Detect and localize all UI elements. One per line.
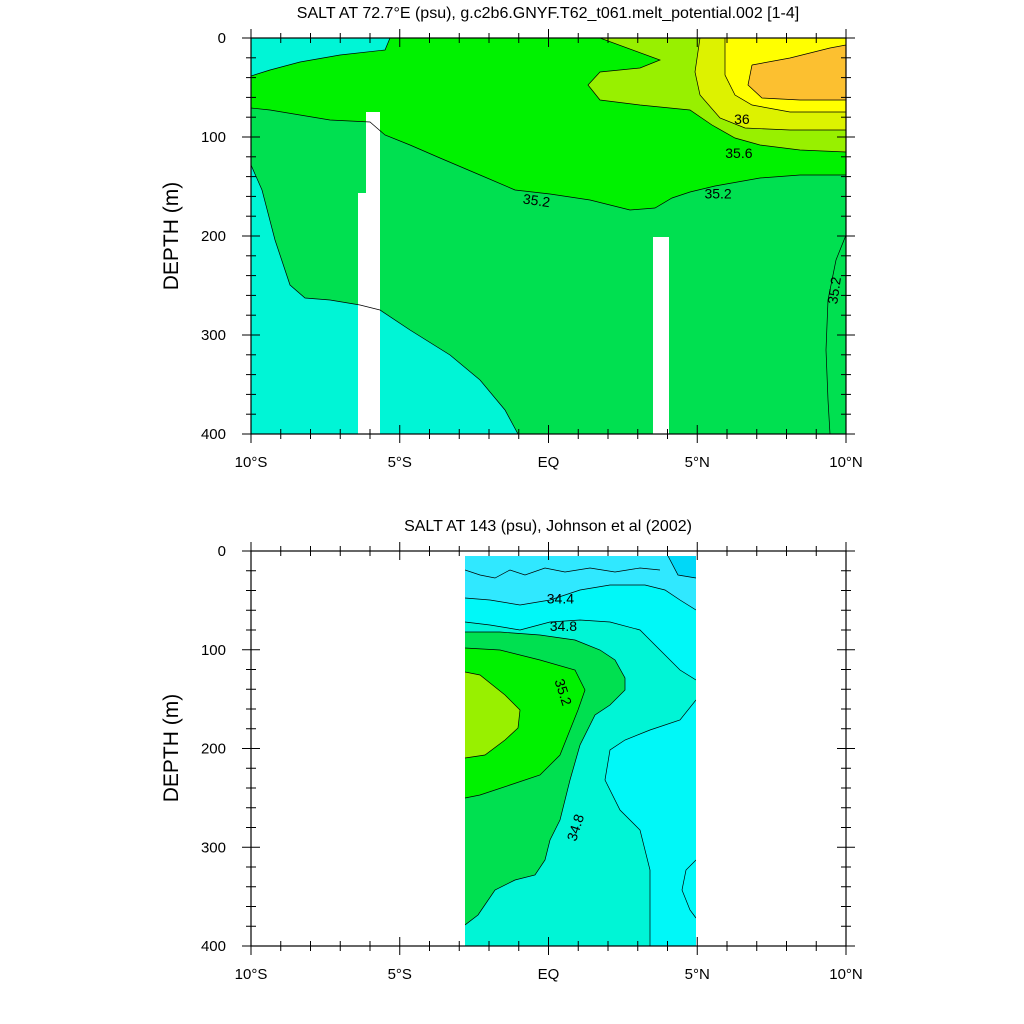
fill-band-34.8-35.0-deep — [251, 165, 518, 434]
y-axis-label: DEPTH (m) — [160, 182, 183, 291]
contour-line — [465, 647, 586, 799]
contour-line — [587, 38, 846, 153]
observed-salinity-panel: SALT AT 143 (psu), Johnson et al (2002) — [160, 518, 863, 983]
model-salinity-panel: SALT AT 72.7°E (psu), g.c2b6.GNYF.T62_t0… — [160, 5, 863, 471]
contour-line — [667, 556, 696, 579]
missing-data-gap — [366, 112, 380, 434]
x-tick-label: 10°N — [829, 454, 863, 471]
y-tick-label: 300 — [201, 327, 226, 344]
y-tick-label: 0 — [218, 30, 226, 47]
contour-lines — [251, 38, 846, 434]
contour-labels: 34.434.835.234.8 — [547, 590, 587, 843]
x-tick-label: 10°S — [235, 454, 268, 471]
missing-data-gap — [653, 237, 669, 434]
fill-band-34.6-34.8-deep — [605, 700, 696, 946]
contour-line — [825, 234, 846, 434]
x-tick-label: 5°N — [685, 966, 710, 983]
contour-line — [465, 671, 521, 759]
x-tick-label: 5°N — [685, 454, 710, 471]
fill-band-35.4-35.6 — [465, 672, 520, 758]
axis-ticks: 10°S 5°S EQ 5°N 10°N 0 100 200 300 400 — [201, 29, 863, 471]
contour-label: 34.4 — [547, 590, 574, 606]
y-tick-label: 200 — [201, 228, 226, 245]
y-tick-label: 400 — [201, 426, 226, 443]
y-tick-label: 100 — [201, 129, 226, 146]
axis-ticks: 10°S 5°S EQ 5°N 10°N 0 100 200 300 400 — [201, 542, 863, 983]
chart-title: SALT AT 72.7°E (psu), g.c2b6.GNYF.T62_t0… — [297, 5, 799, 22]
fill-band-34.8-35.0-left — [251, 38, 390, 76]
contour-line — [465, 631, 626, 926]
contour-line — [251, 38, 391, 77]
contour-line — [724, 38, 846, 113]
y-tick-label: 400 — [201, 938, 226, 955]
x-tick-label: 5°S — [388, 454, 412, 471]
x-tick-label: EQ — [538, 966, 560, 983]
x-tick-label: 5°S — [388, 966, 412, 983]
contour-line — [251, 164, 519, 434]
x-tick-label: EQ — [538, 454, 560, 471]
contour-labels: 36 35.6 35.2 35.2 35.2 — [522, 111, 844, 305]
contour-lines — [465, 556, 696, 946]
y-axis-label: DEPTH (m) — [160, 694, 183, 803]
contour-label: 35.2 — [704, 185, 731, 201]
contour-line — [694, 38, 846, 131]
contour-line — [465, 619, 696, 681]
contour-label: 35.2 — [522, 191, 551, 211]
contour-fills — [465, 556, 696, 946]
y-tick-label: 100 — [201, 642, 226, 659]
contour-line — [465, 584, 696, 611]
contour-line — [465, 567, 661, 579]
y-tick-label: 300 — [201, 839, 226, 856]
y-tick-label: 200 — [201, 741, 226, 758]
x-tick-label: 10°N — [829, 966, 863, 983]
chart-title: SALT AT 143 (psu), Johnson et al (2002) — [404, 518, 692, 535]
y-tick-label: 0 — [218, 543, 226, 560]
contour-line — [251, 107, 846, 211]
contour-fills — [251, 38, 846, 434]
contour-label: 34.8 — [550, 618, 577, 634]
contour-label: 36 — [734, 111, 750, 127]
fill-band-36.0-36.2 — [748, 45, 846, 100]
fill-band-34.4-34.6 — [465, 556, 696, 610]
fill-band-35.2-35.4 — [465, 648, 585, 798]
x-tick-label: 10°S — [235, 966, 268, 983]
fill-band-34.2-34.4 — [668, 556, 696, 578]
missing-data-gap — [358, 193, 366, 434]
contour-line — [604, 699, 696, 946]
contour-label: 35.2 — [824, 276, 844, 305]
contour-line — [747, 44, 846, 101]
contour-label: 35.6 — [725, 145, 752, 161]
contour-line — [681, 859, 696, 919]
